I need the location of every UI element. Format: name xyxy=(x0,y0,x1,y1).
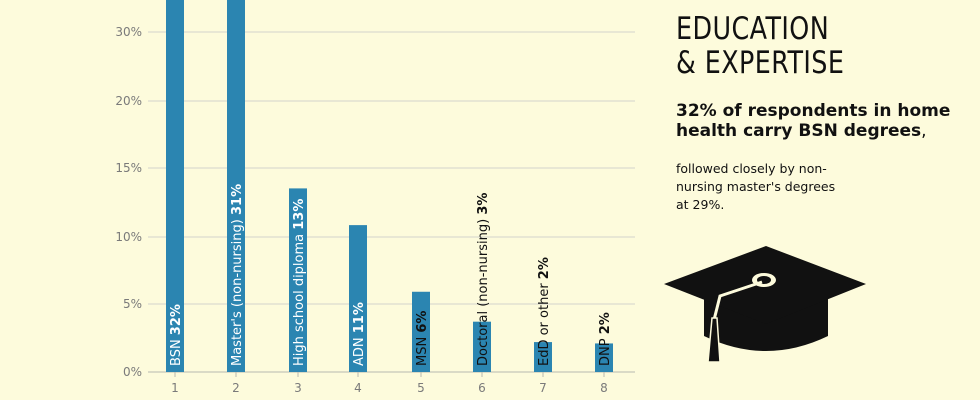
bar xyxy=(166,0,184,373)
bar-category-label: DNP xyxy=(598,334,613,366)
bar-value-label: 32% xyxy=(169,304,184,335)
bar xyxy=(412,291,430,372)
bar-category-label: Master's (non-nursing) xyxy=(230,215,245,366)
bar-label: High school diploma 13% xyxy=(292,199,307,366)
bar-value-label: 13% xyxy=(292,199,307,230)
bar xyxy=(227,0,245,373)
bar-value-label: 2% xyxy=(537,257,552,279)
bar-category-label: Doctoral (non-nursing) xyxy=(476,215,491,366)
bar-label: Doctoral (non-nursing) 3% xyxy=(476,193,491,366)
bar-category-label: High school diploma xyxy=(292,230,307,366)
bar-category-label: ADN xyxy=(352,333,367,366)
y-tick-label: 10% xyxy=(115,230,142,244)
x-tick-label: 3 xyxy=(294,381,302,395)
y-tick-label: 5% xyxy=(123,297,142,311)
bar xyxy=(289,188,307,372)
bar xyxy=(349,225,367,372)
y-tick-label: 30% xyxy=(115,25,142,39)
x-tick-label: 4 xyxy=(354,381,362,395)
bar-label: EdD or other 2% xyxy=(537,257,552,366)
bar-label: BSN 32% xyxy=(169,304,184,366)
headline-suffix: , xyxy=(921,121,927,141)
x-tick-label: 8 xyxy=(600,381,608,395)
bar-category-label: MSN xyxy=(415,333,430,366)
bar-value-label: 11% xyxy=(352,302,367,333)
bar xyxy=(473,321,491,372)
y-tick-label: 20% xyxy=(115,94,142,108)
title-line-2: & EXPERTISE xyxy=(676,45,845,81)
bar-category-label: BSN xyxy=(169,335,184,366)
x-tick-label: 6 xyxy=(478,381,486,395)
headline-text: 32% of respondents in home health carry … xyxy=(676,101,951,141)
bar xyxy=(534,342,552,372)
x-tick-label: 7 xyxy=(539,381,547,395)
bar-label: ADN 11% xyxy=(352,302,367,366)
bar-value-label: 2% xyxy=(598,312,613,334)
y-tick-label: 15% xyxy=(115,161,142,175)
bar-value-label: 3% xyxy=(476,193,491,215)
x-tick-label: 1 xyxy=(171,381,179,395)
title-line-1: EDUCATION xyxy=(676,11,830,47)
graduation-cap-icon xyxy=(664,246,866,363)
bar-label: DNP 2% xyxy=(598,312,613,366)
bar-value-label: 6% xyxy=(415,311,430,333)
bar-category-label: EdD or other xyxy=(537,279,552,366)
bar-value-label: 31% xyxy=(230,184,245,215)
bar-label: Master's (non-nursing) 31% xyxy=(230,184,245,366)
x-tick-label: 2 xyxy=(232,381,240,395)
body-text: followed closely by non-nursing master's… xyxy=(676,161,836,212)
bar-label: MSN 6% xyxy=(415,311,430,366)
page-title: EDUCATION & EXPERTISE xyxy=(676,12,844,80)
bar xyxy=(595,343,613,372)
y-tick-label: 0% xyxy=(123,365,142,379)
headline: 32% of respondents in home health carry … xyxy=(676,101,966,141)
x-tick-label: 5 xyxy=(417,381,425,395)
